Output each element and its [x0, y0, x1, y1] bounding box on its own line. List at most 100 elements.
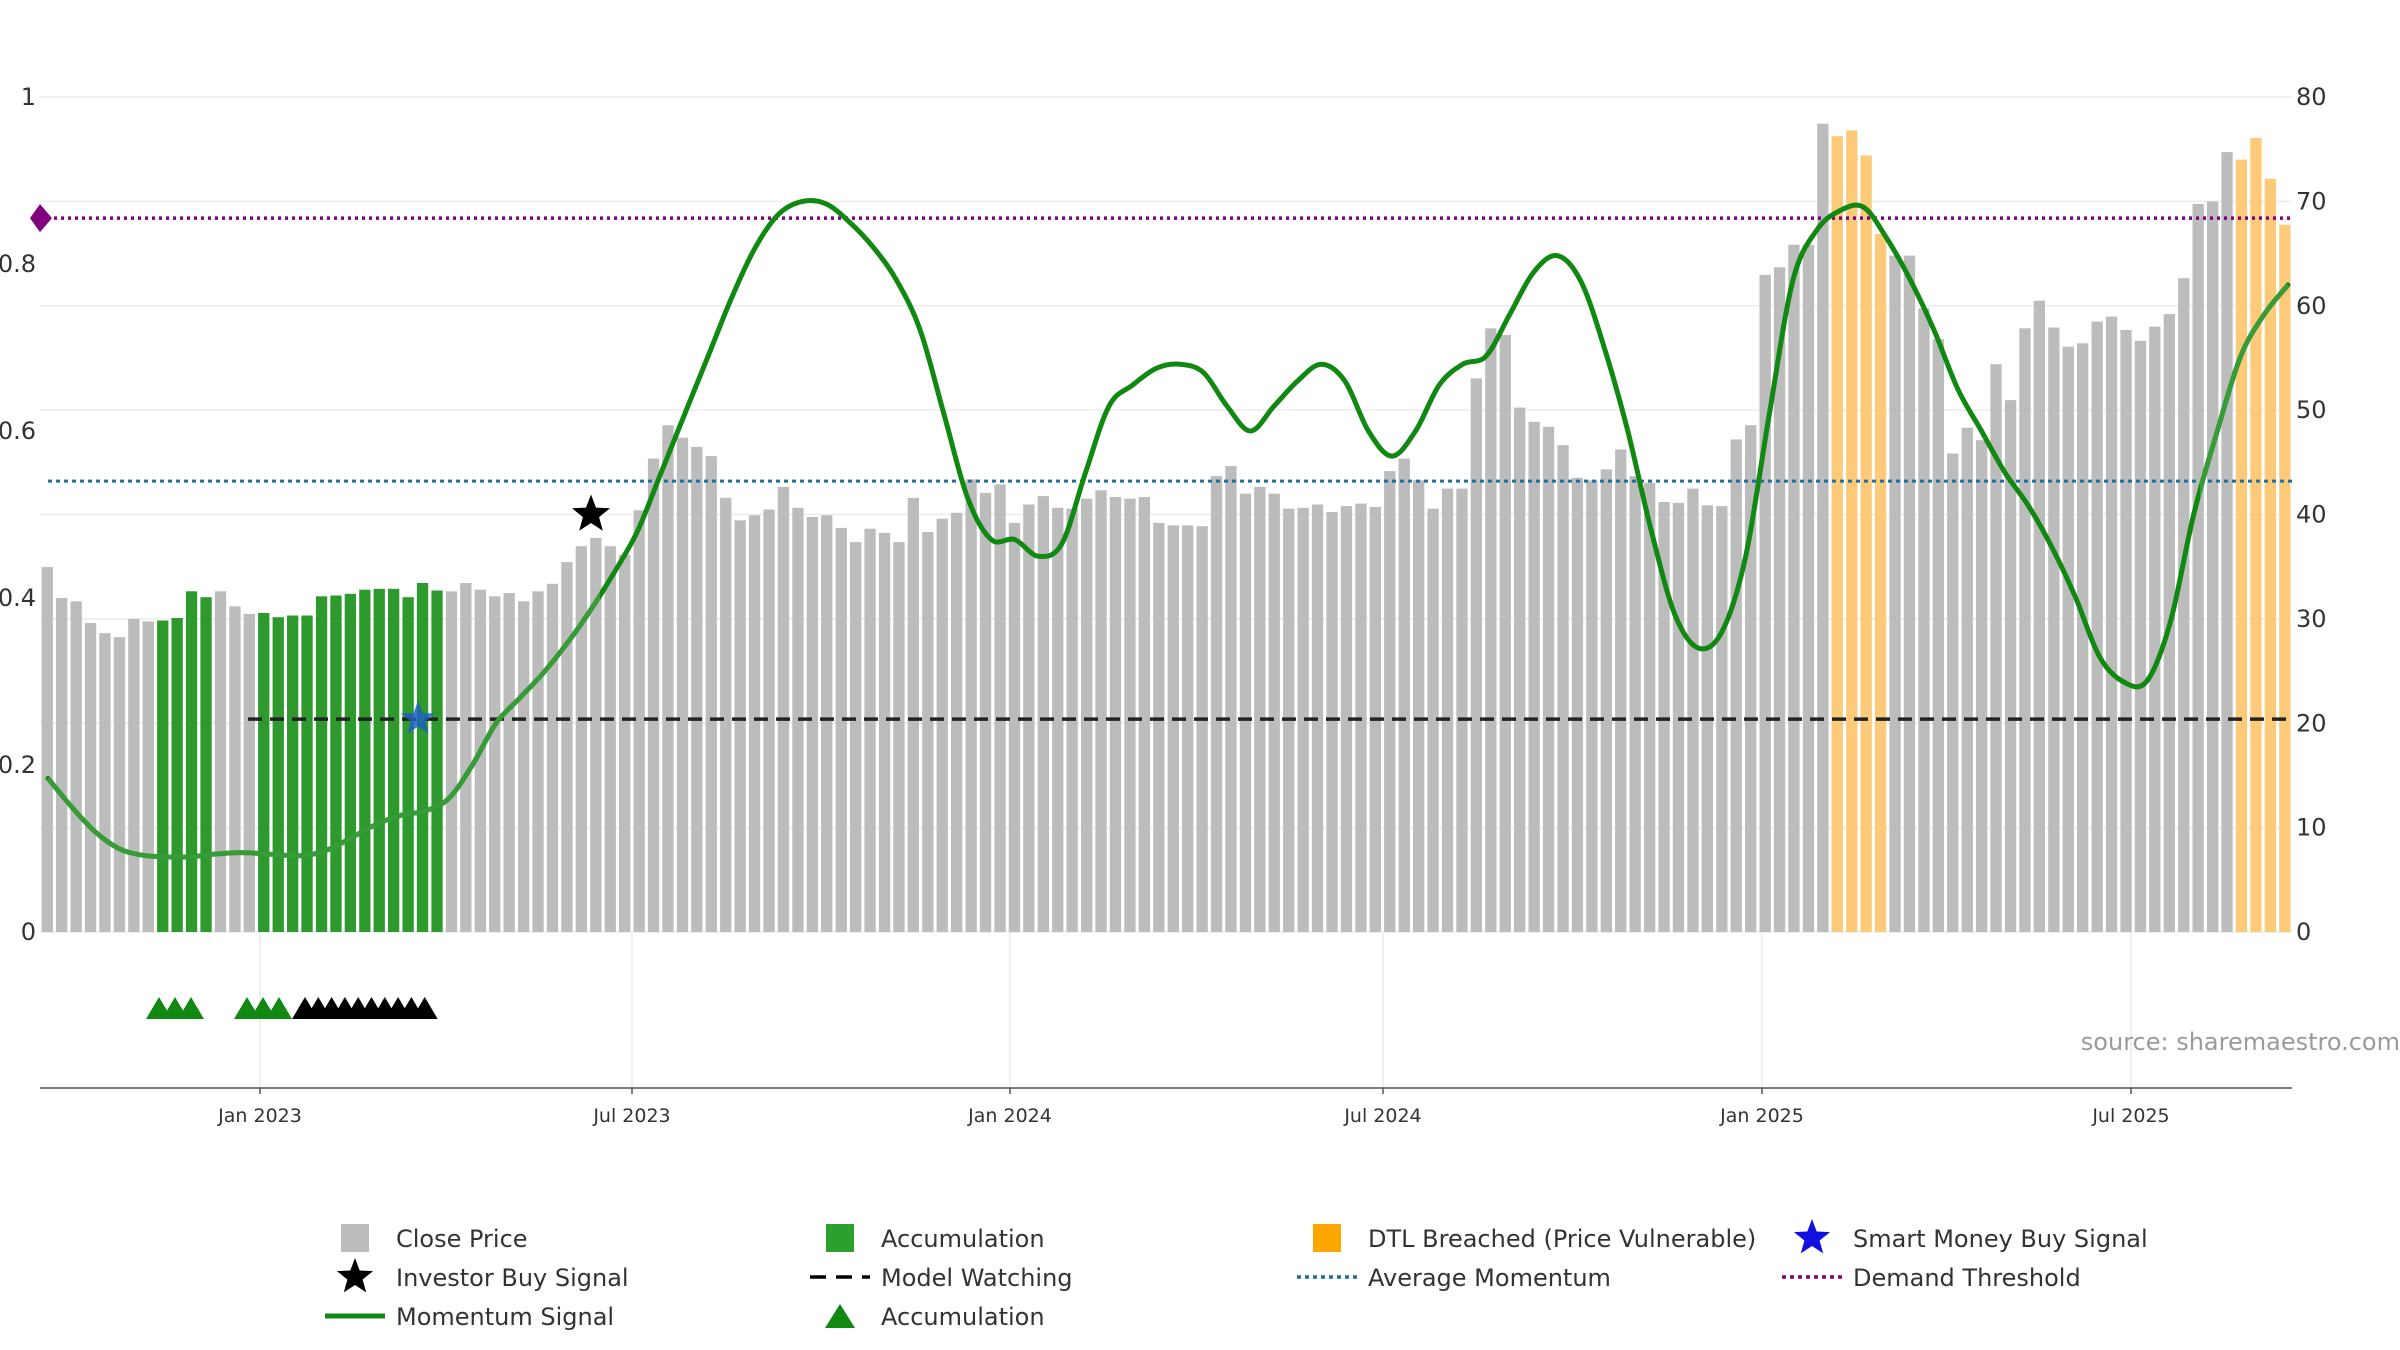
close-price-bar — [56, 598, 68, 932]
close-price-bar — [229, 606, 241, 932]
legend-label: DTL Breached (Price Vulnerable) — [1368, 1225, 1756, 1253]
legend-item: Momentum Signal — [325, 1303, 614, 1331]
accumulation-triangle — [266, 997, 292, 1019]
accumulation-bar — [344, 593, 356, 932]
close-price-bar — [1441, 488, 1454, 932]
close-price-bar — [878, 532, 891, 932]
close-price-bar — [1788, 244, 1800, 933]
legend: Close Price Accumulation DTL Breached (Pri… — [325, 1219, 2148, 1331]
dtl-breached-bar — [2264, 178, 2276, 933]
close-price-bar — [1514, 407, 1526, 933]
close-price-bar — [2178, 278, 2190, 932]
close-price-bar — [503, 593, 515, 932]
close-price-bar — [1081, 498, 1093, 932]
close-price-bar — [821, 515, 833, 932]
close-price-bar — [604, 546, 616, 932]
close-price-bar — [1427, 508, 1439, 932]
close-price-bar — [1629, 476, 1641, 932]
left-axis-ticks: 0 0.2 0.4 0.6 0.8 1 — [0, 83, 36, 946]
close-price-bar — [2062, 346, 2074, 932]
close-price-bar — [1542, 426, 1555, 932]
left-tick-label: 0.6 — [0, 417, 36, 445]
right-tick-label: 0 — [2296, 918, 2311, 946]
close-price-bar — [1470, 378, 1482, 932]
left-tick-label: 0.8 — [0, 250, 36, 278]
x-tick-label: Jul 2024 — [1343, 1105, 1421, 1127]
close-price-bar — [2149, 326, 2161, 933]
x-tick-label: Jul 2025 — [2091, 1105, 2169, 1127]
legend-item: Average Momentum — [1297, 1264, 1611, 1292]
dtl-breached-bar — [1874, 233, 1887, 932]
close-price-bar — [662, 425, 674, 932]
close-price-bar — [619, 554, 631, 932]
demand-threshold-marker — [30, 204, 52, 233]
close-price-bar — [1745, 425, 1757, 932]
legend-label: Smart Money Buy Signal — [1853, 1225, 2148, 1253]
close-price-bar — [474, 589, 486, 932]
accumulation-bar — [200, 597, 212, 932]
close-price-bar — [1210, 476, 1223, 932]
close-price-bar — [1485, 328, 1497, 932]
close-price-bar — [1658, 502, 1670, 932]
accumulation-bar — [330, 595, 342, 932]
close-price-bar — [460, 583, 472, 932]
close-price-bar — [676, 437, 689, 932]
legend-item: DTL Breached (Price Vulnerable) — [1313, 1224, 1756, 1253]
close-price-bar — [1889, 255, 1901, 933]
close-price-bar — [2120, 330, 2132, 932]
close-price-bar — [1557, 445, 1569, 932]
close-price-bar — [922, 532, 934, 932]
legend-item: Accumulation — [825, 1303, 1045, 1331]
close-price-bar — [792, 507, 804, 932]
legend-item: Accumulation — [826, 1224, 1045, 1253]
close-price-bar — [1976, 440, 1988, 932]
close-price-bar — [113, 637, 126, 932]
momentum-signal-faded — [46, 590, 600, 860]
axes — [40, 1087, 2292, 1094]
close-price-bar — [1138, 497, 1150, 932]
momentum-signal-line — [45, 198, 2291, 860]
close-price-bar — [994, 484, 1006, 932]
dtl-breached-bar — [2250, 137, 2262, 932]
accumulation-bar — [157, 620, 169, 932]
close-price-bar — [705, 456, 717, 932]
close-price-bar — [590, 537, 602, 932]
close-price-bar — [835, 527, 847, 932]
close-price-bar — [2207, 201, 2219, 932]
close-price-bar — [850, 542, 862, 932]
close-price-bar — [142, 621, 154, 932]
legend-swatch — [826, 1224, 854, 1252]
close-price-bar — [864, 528, 876, 932]
reference-lines — [30, 204, 2292, 721]
signal-markers — [400, 494, 610, 734]
close-price-bar — [1528, 421, 1540, 932]
dtl-breached-bar — [2235, 159, 2248, 933]
close-price-bar — [1773, 267, 1786, 932]
dtl-breached-bar — [1860, 155, 1872, 932]
close-price-bar — [243, 613, 255, 932]
close-price-bar — [936, 518, 948, 932]
close-price-bar — [1918, 308, 1930, 932]
close-price-bar — [532, 591, 544, 932]
accumulation-bar — [287, 615, 299, 932]
close-price-bar — [41, 567, 53, 932]
close-price-bar — [951, 512, 963, 932]
close-price-bar — [1297, 507, 1309, 932]
right-tick-label: 30 — [2296, 605, 2327, 633]
investor-buy-signal-star — [572, 494, 610, 531]
close-price-bar — [1413, 480, 1425, 932]
legend-item: Investor Buy Signal — [336, 1258, 629, 1293]
close-price-bar — [1600, 469, 1612, 932]
close-price-bar — [1903, 255, 1916, 933]
legend-star — [1793, 1219, 1831, 1254]
close-price-bar — [561, 562, 573, 932]
close-price-bar — [691, 446, 703, 932]
legend-item: Demand Threshold — [1782, 1264, 2081, 1292]
x-tick-label: Jan 2023 — [217, 1105, 302, 1127]
legend-swatch — [1313, 1224, 1341, 1252]
close-price-bar — [647, 458, 660, 932]
close-price-bar — [1817, 123, 1829, 932]
close-price-bar — [2091, 321, 2103, 933]
accumulation-markers — [146, 997, 438, 1019]
legend-label: Momentum Signal — [396, 1303, 614, 1331]
